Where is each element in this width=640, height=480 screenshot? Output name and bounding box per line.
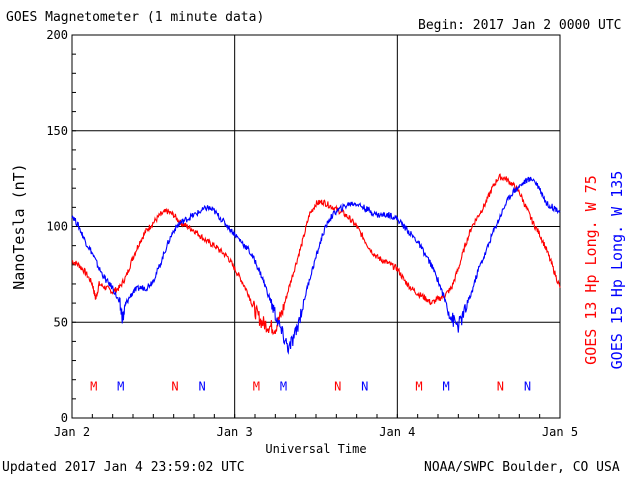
mn-marker: M bbox=[443, 379, 450, 393]
mn-marker: M bbox=[280, 379, 287, 393]
mn-marker: N bbox=[199, 379, 206, 393]
x-tick-label: Jan 3 bbox=[217, 425, 253, 439]
mn-marker: N bbox=[171, 379, 178, 393]
y-tick-label: 50 bbox=[54, 315, 68, 329]
legend-entry-2: GOES 15 Hp Long. W 135 bbox=[608, 171, 626, 370]
begin-time: Begin: 2017 Jan 2 0000 UTC bbox=[418, 18, 622, 33]
series-line-1 bbox=[71, 173, 561, 336]
y-tick-label: 0 bbox=[61, 411, 68, 425]
y-tick-label: 150 bbox=[46, 124, 68, 138]
credit-label: NOAA/SWPC Boulder, CO USA bbox=[424, 460, 620, 475]
mn-marker: M bbox=[117, 379, 124, 393]
chart-title: GOES Magnetometer (1 minute data) bbox=[6, 10, 265, 25]
updated-timestamp: Updated 2017 Jan 4 23:59:02 UTC bbox=[2, 460, 245, 475]
series-line-2 bbox=[71, 176, 561, 355]
mn-marker: N bbox=[361, 379, 368, 393]
mn-marker: M bbox=[253, 379, 260, 393]
mn-marker: M bbox=[415, 379, 422, 393]
mn-marker: N bbox=[334, 379, 341, 393]
x-tick-label: Jan 2 bbox=[54, 425, 90, 439]
y-axis-label: NanoTesla (nT) bbox=[10, 163, 28, 289]
mn-marker: M bbox=[90, 379, 97, 393]
mn-marker: N bbox=[524, 379, 531, 393]
y-tick-label: 100 bbox=[46, 220, 68, 234]
legend-entry-1: GOES 13 Hp Long. W 75 bbox=[582, 175, 600, 365]
y-tick-label: 200 bbox=[46, 28, 68, 42]
x-tick-label: Jan 4 bbox=[379, 425, 415, 439]
x-axis-label: Universal Time bbox=[265, 442, 366, 456]
mn-marker: N bbox=[497, 379, 504, 393]
plot-frame bbox=[71, 34, 561, 419]
x-tick-label: Jan 5 bbox=[542, 425, 578, 439]
